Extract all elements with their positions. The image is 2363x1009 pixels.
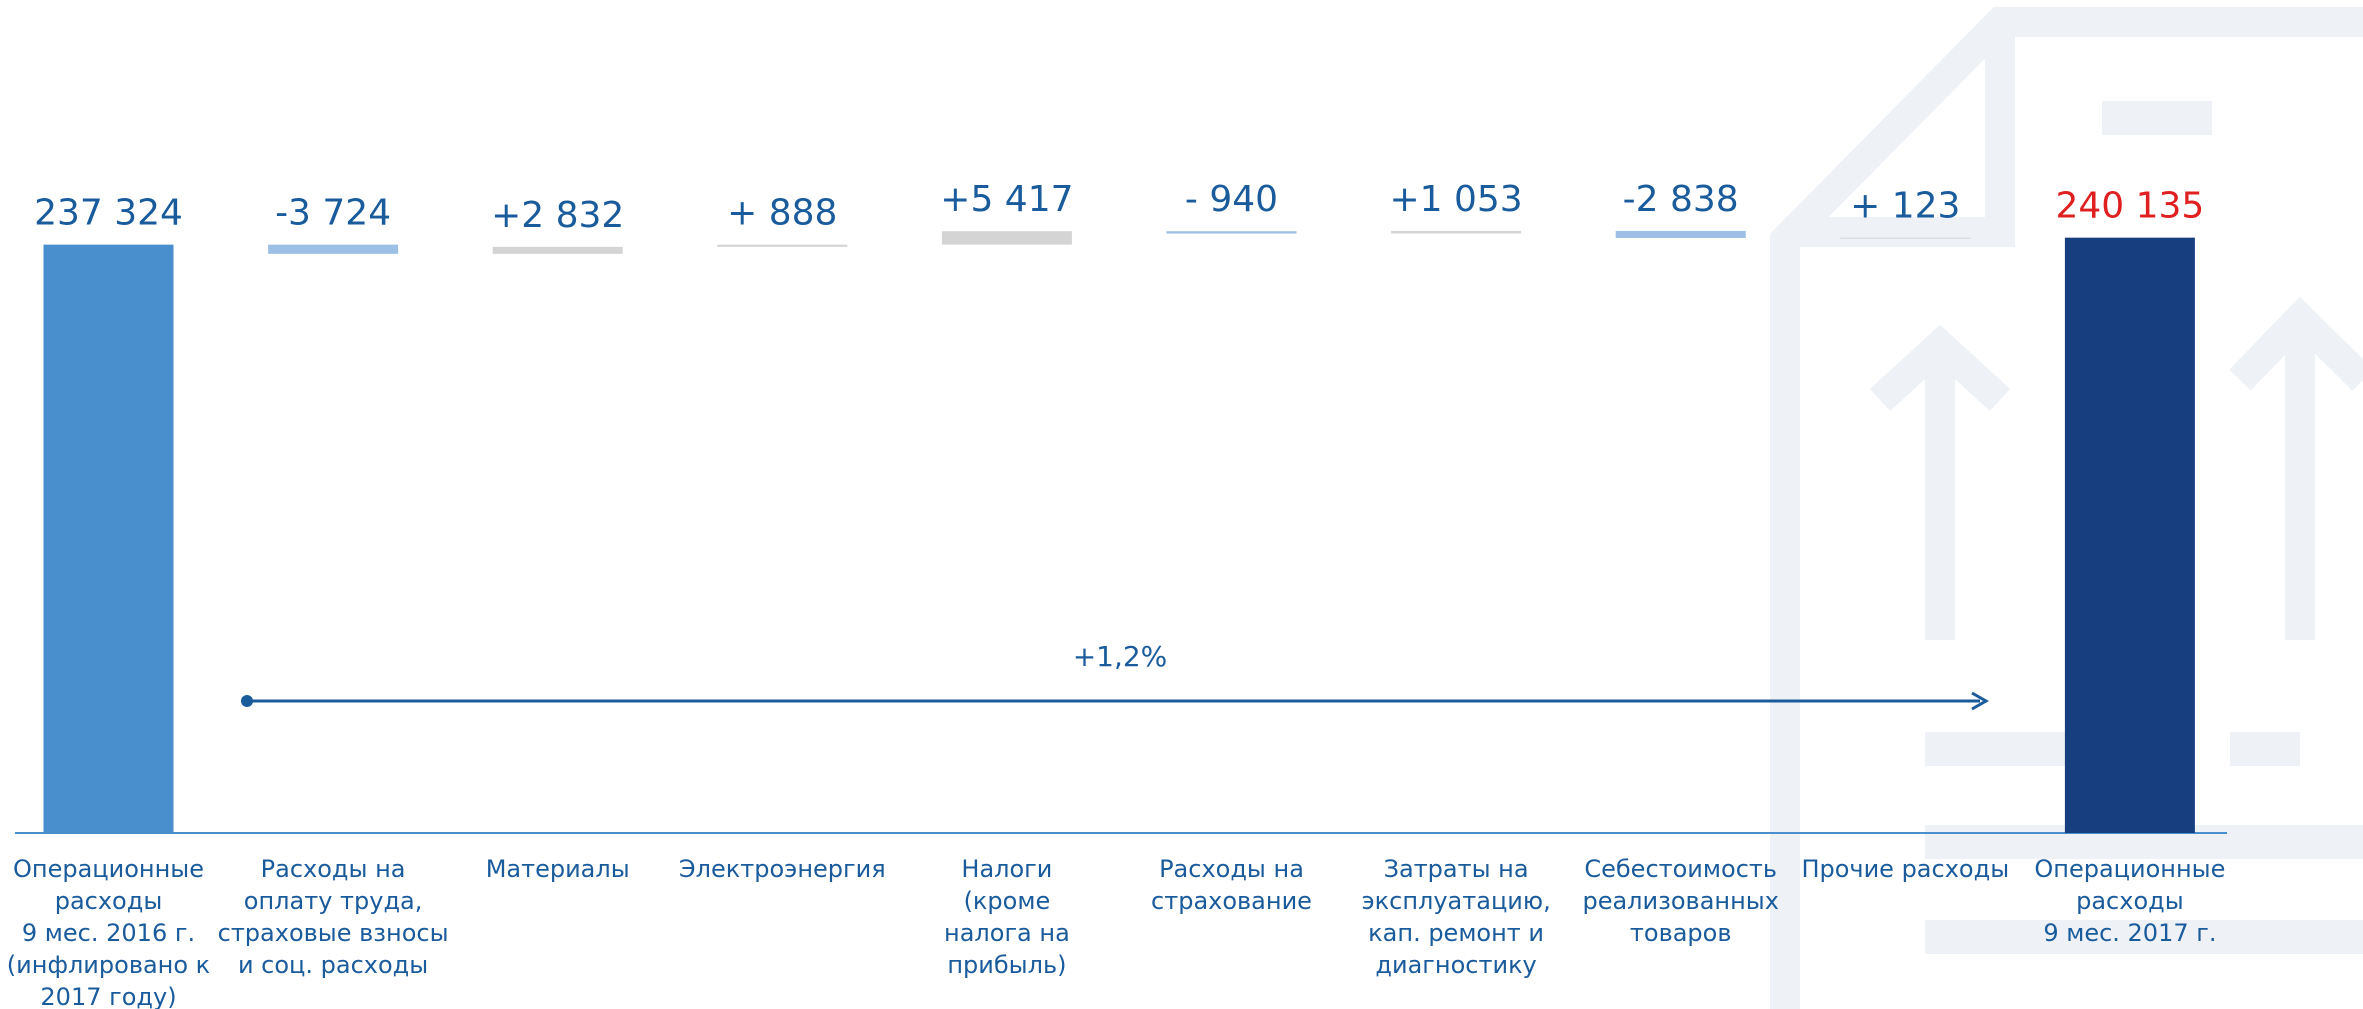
- category-label: налога на: [944, 919, 1070, 947]
- category-label: Материалы: [486, 855, 630, 883]
- delta-bar: [941, 231, 1072, 245]
- delta-bar: [492, 246, 623, 254]
- category-label: страхование: [1151, 887, 1312, 915]
- category-label: эксплуатацию,: [1361, 887, 1550, 915]
- category-label: диагностику: [1375, 951, 1536, 979]
- category-label: расходы: [2076, 887, 2184, 915]
- value-label: +1 053: [1389, 179, 1522, 220]
- delta-bar: [1615, 230, 1746, 238]
- category-label: (инфлировано к: [7, 951, 210, 979]
- category-label: Налоги: [961, 855, 1052, 883]
- growth-arrow: [241, 691, 1990, 711]
- delta-bar: [1166, 231, 1297, 234]
- category-label: Прочие расходы: [1801, 855, 2009, 883]
- category-label: товаров: [1630, 919, 1732, 947]
- category-label: Расходы на: [1159, 855, 1304, 883]
- category-label: реализованных: [1582, 887, 1778, 915]
- annotation: +1,2%: [1073, 640, 1168, 673]
- category-label: и соц. расходы: [238, 951, 428, 979]
- category-label: расходы: [55, 887, 163, 915]
- category-label: Операционные: [13, 855, 204, 883]
- category-label: 2017 году): [40, 983, 176, 1009]
- category-label: Электроэнергия: [679, 855, 886, 883]
- category-label: Затраты на: [1384, 855, 1529, 883]
- category-label: 9 мес. 2016 г.: [22, 919, 195, 947]
- value-label: 240 135: [2055, 186, 2204, 227]
- category-label: прибыль): [947, 951, 1066, 979]
- delta-bar: [717, 244, 848, 247]
- category-label: (кроме: [964, 887, 1051, 915]
- category-label: Расходы на: [261, 855, 406, 883]
- category-label: 9 мес. 2017 г.: [2043, 919, 2216, 947]
- value-label: +5 417: [940, 179, 1073, 220]
- total-bar: [43, 244, 174, 833]
- delta-bar: [1391, 230, 1522, 234]
- value-label: -2 838: [1623, 179, 1739, 220]
- total-bar: [2064, 237, 2195, 834]
- category-label: Себестоимость: [1584, 855, 1777, 883]
- value-label: - 940: [1185, 179, 1278, 220]
- delta-bar: [1840, 237, 1971, 239]
- category-label: Операционные: [2034, 855, 2225, 883]
- value-label: + 888: [727, 193, 837, 234]
- category-label: оплату труда,: [244, 887, 423, 915]
- category-label: страховые взносы: [218, 919, 449, 947]
- value-label: + 123: [1850, 186, 1960, 227]
- delta-bar: [268, 244, 399, 254]
- value-label: 237 324: [34, 193, 183, 234]
- category-label: кап. ремонт и: [1368, 919, 1544, 947]
- value-label: +2 832: [491, 195, 624, 236]
- background-icon: [1770, 7, 2363, 1009]
- value-label: -3 724: [275, 193, 391, 234]
